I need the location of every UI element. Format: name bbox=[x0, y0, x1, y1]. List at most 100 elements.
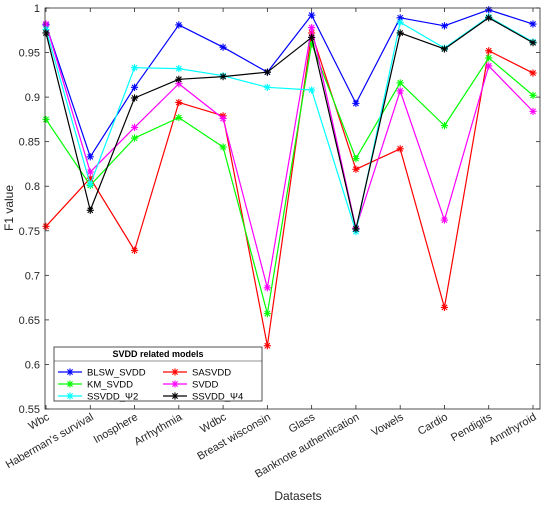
y-tick-label-2: 0.65 bbox=[19, 315, 40, 327]
data-point-blsw-svdd-4 bbox=[219, 43, 227, 51]
x-tick-label-glass: Glass bbox=[287, 411, 318, 436]
data-point-km-svdd-2 bbox=[130, 134, 139, 142]
y-tick-label-3: 0.7 bbox=[25, 270, 40, 282]
y-tick-label-0: 0.55 bbox=[19, 404, 40, 416]
data-point-km-svdd-11 bbox=[529, 91, 537, 99]
data-point-blsw-svdd-9 bbox=[440, 22, 449, 30]
data-point-ssvdd-4-0 bbox=[42, 29, 50, 37]
data-point-blsw-svdd-7 bbox=[352, 99, 360, 107]
data-point-ssvdd-2-1 bbox=[86, 180, 94, 189]
data-point-ssvdd-2-6 bbox=[308, 86, 316, 94]
data-point-ssvdd-2-5 bbox=[263, 83, 271, 91]
legend-marker-ssvdd-2 bbox=[66, 392, 74, 400]
data-point-svdd-6 bbox=[308, 24, 316, 32]
series-line-svdd bbox=[45, 23, 534, 289]
data-point-sasvdd-0 bbox=[42, 222, 50, 230]
data-point-sasvdd-5 bbox=[263, 342, 271, 350]
series-line-ssvdd-4 bbox=[45, 17, 534, 230]
y-tick-label-9: 1 bbox=[34, 3, 40, 15]
x-tick-label-annthyroid: Annthyroid bbox=[487, 411, 539, 448]
data-point-ssvdd-4-10 bbox=[485, 14, 493, 22]
x-axis-label: Datasets bbox=[274, 489, 321, 503]
legend-label-sasvdd: SASVDD bbox=[192, 368, 231, 379]
data-point-ssvdd-4-11 bbox=[529, 39, 537, 47]
data-point-ssvdd-4-8 bbox=[396, 29, 404, 37]
data-point-sasvdd-9 bbox=[440, 303, 449, 312]
data-point-svdd-5 bbox=[263, 284, 271, 292]
x-tick-label-wdbc: Wdbc bbox=[198, 411, 229, 436]
data-point-km-svdd-4 bbox=[219, 143, 227, 151]
data-point-blsw-svdd-2 bbox=[130, 83, 139, 91]
legend-item-svdd: SVDD bbox=[163, 380, 219, 391]
data-point-km-svdd-10 bbox=[485, 54, 493, 62]
series-km-svdd bbox=[42, 40, 537, 318]
data-point-ssvdd-4-4 bbox=[219, 73, 227, 81]
x-tick-label-vowels: Vowels bbox=[369, 411, 406, 439]
series-svdd bbox=[42, 20, 537, 292]
data-point-ssvdd-4-3 bbox=[175, 75, 183, 83]
data-point-ssvdd-2-2 bbox=[130, 64, 139, 72]
legend-item-ssvdd-4: SSVDD_Ψ4 bbox=[163, 392, 243, 403]
data-point-svdd-4 bbox=[219, 114, 227, 123]
data-point-sasvdd-3 bbox=[175, 98, 183, 107]
legend-marker-ssvdd-4 bbox=[171, 392, 179, 400]
data-point-ssvdd-4-6 bbox=[308, 33, 316, 42]
data-point-svdd-1 bbox=[86, 168, 94, 176]
plot-area bbox=[45, 8, 540, 409]
legend-item-blsw-svdd: BLSW_SVDD bbox=[58, 368, 146, 379]
y-tick-label-4: 0.75 bbox=[19, 226, 40, 238]
data-point-sasvdd-10 bbox=[485, 47, 493, 55]
legend-label-blsw-svdd: BLSW_SVDD bbox=[87, 368, 146, 379]
legend-label-km-svdd: KM_SVDD bbox=[87, 380, 133, 391]
data-point-svdd-2 bbox=[130, 123, 139, 132]
legend-label-svdd: SVDD bbox=[192, 380, 219, 391]
y-tick-label-8: 0.95 bbox=[19, 48, 40, 60]
x-tick-label-inosphere: Inosphere bbox=[92, 411, 140, 446]
data-point-ssvdd-4-9 bbox=[440, 45, 449, 53]
x-tick-label-breast-wisconsin: Breast wisconsin bbox=[195, 411, 272, 463]
series-line-ssvdd-2 bbox=[45, 16, 534, 233]
data-point-km-svdd-8 bbox=[396, 79, 404, 87]
series-line-sasvdd bbox=[45, 32, 534, 347]
legend-label-ssvdd-4: SSVDD_Ψ4 bbox=[192, 392, 243, 403]
legend-marker-km-svdd bbox=[66, 380, 74, 388]
data-point-km-svdd-0 bbox=[42, 115, 50, 123]
legend-marker-svdd bbox=[171, 380, 179, 388]
y-tick-label-6: 0.85 bbox=[19, 137, 40, 149]
plot-frame bbox=[44, 7, 541, 410]
legend-item-ssvdd-2: SSVDD_Ψ2 bbox=[58, 392, 138, 403]
data-point-km-svdd-5 bbox=[263, 310, 271, 318]
data-point-ssvdd-4-5 bbox=[263, 68, 271, 76]
x-tick-label-cardio: Cardio bbox=[416, 411, 450, 438]
series-line-blsw-svdd bbox=[45, 9, 534, 158]
y-tick-label-5: 0.8 bbox=[25, 181, 40, 193]
data-point-km-svdd-7 bbox=[352, 154, 360, 163]
data-point-sasvdd-7 bbox=[352, 165, 360, 173]
data-point-blsw-svdd-3 bbox=[175, 21, 183, 29]
legend-marker-sasvdd bbox=[171, 368, 179, 376]
data-point-km-svdd-3 bbox=[175, 114, 183, 122]
data-point-ssvdd-4-2 bbox=[130, 94, 139, 102]
legend: SVDD related models BLSW_SVDD SASVDD KM_SVD… bbox=[53, 346, 263, 403]
data-point-svdd-8 bbox=[396, 87, 404, 95]
y-axis-label: F1 value bbox=[2, 185, 16, 231]
series-ssvdd-4 bbox=[42, 14, 537, 233]
legend-title: SVDD related models bbox=[112, 349, 203, 359]
legend-label-ssvdd-2: SSVDD_Ψ2 bbox=[87, 392, 138, 403]
legend-box bbox=[53, 346, 263, 402]
y-tick-label-7: 0.9 bbox=[25, 92, 40, 104]
series-line-km-svdd bbox=[45, 43, 534, 315]
data-point-svdd-3 bbox=[175, 80, 183, 88]
data-point-svdd-11 bbox=[529, 107, 537, 115]
data-point-svdd-10 bbox=[485, 62, 493, 70]
data-point-blsw-svdd-11 bbox=[529, 20, 537, 28]
data-point-svdd-9 bbox=[440, 216, 449, 224]
data-point-ssvdd-4-1 bbox=[86, 206, 94, 214]
data-point-ssvdd-2-3 bbox=[175, 64, 183, 73]
data-point-sasvdd-11 bbox=[529, 69, 537, 77]
legend-item-sasvdd: SASVDD bbox=[163, 368, 231, 379]
legend-item-km-svdd: KM_SVDD bbox=[58, 380, 133, 391]
x-tick-label-arrhythmia: Arrhythmia bbox=[132, 411, 185, 448]
data-point-sasvdd-2 bbox=[130, 246, 139, 254]
